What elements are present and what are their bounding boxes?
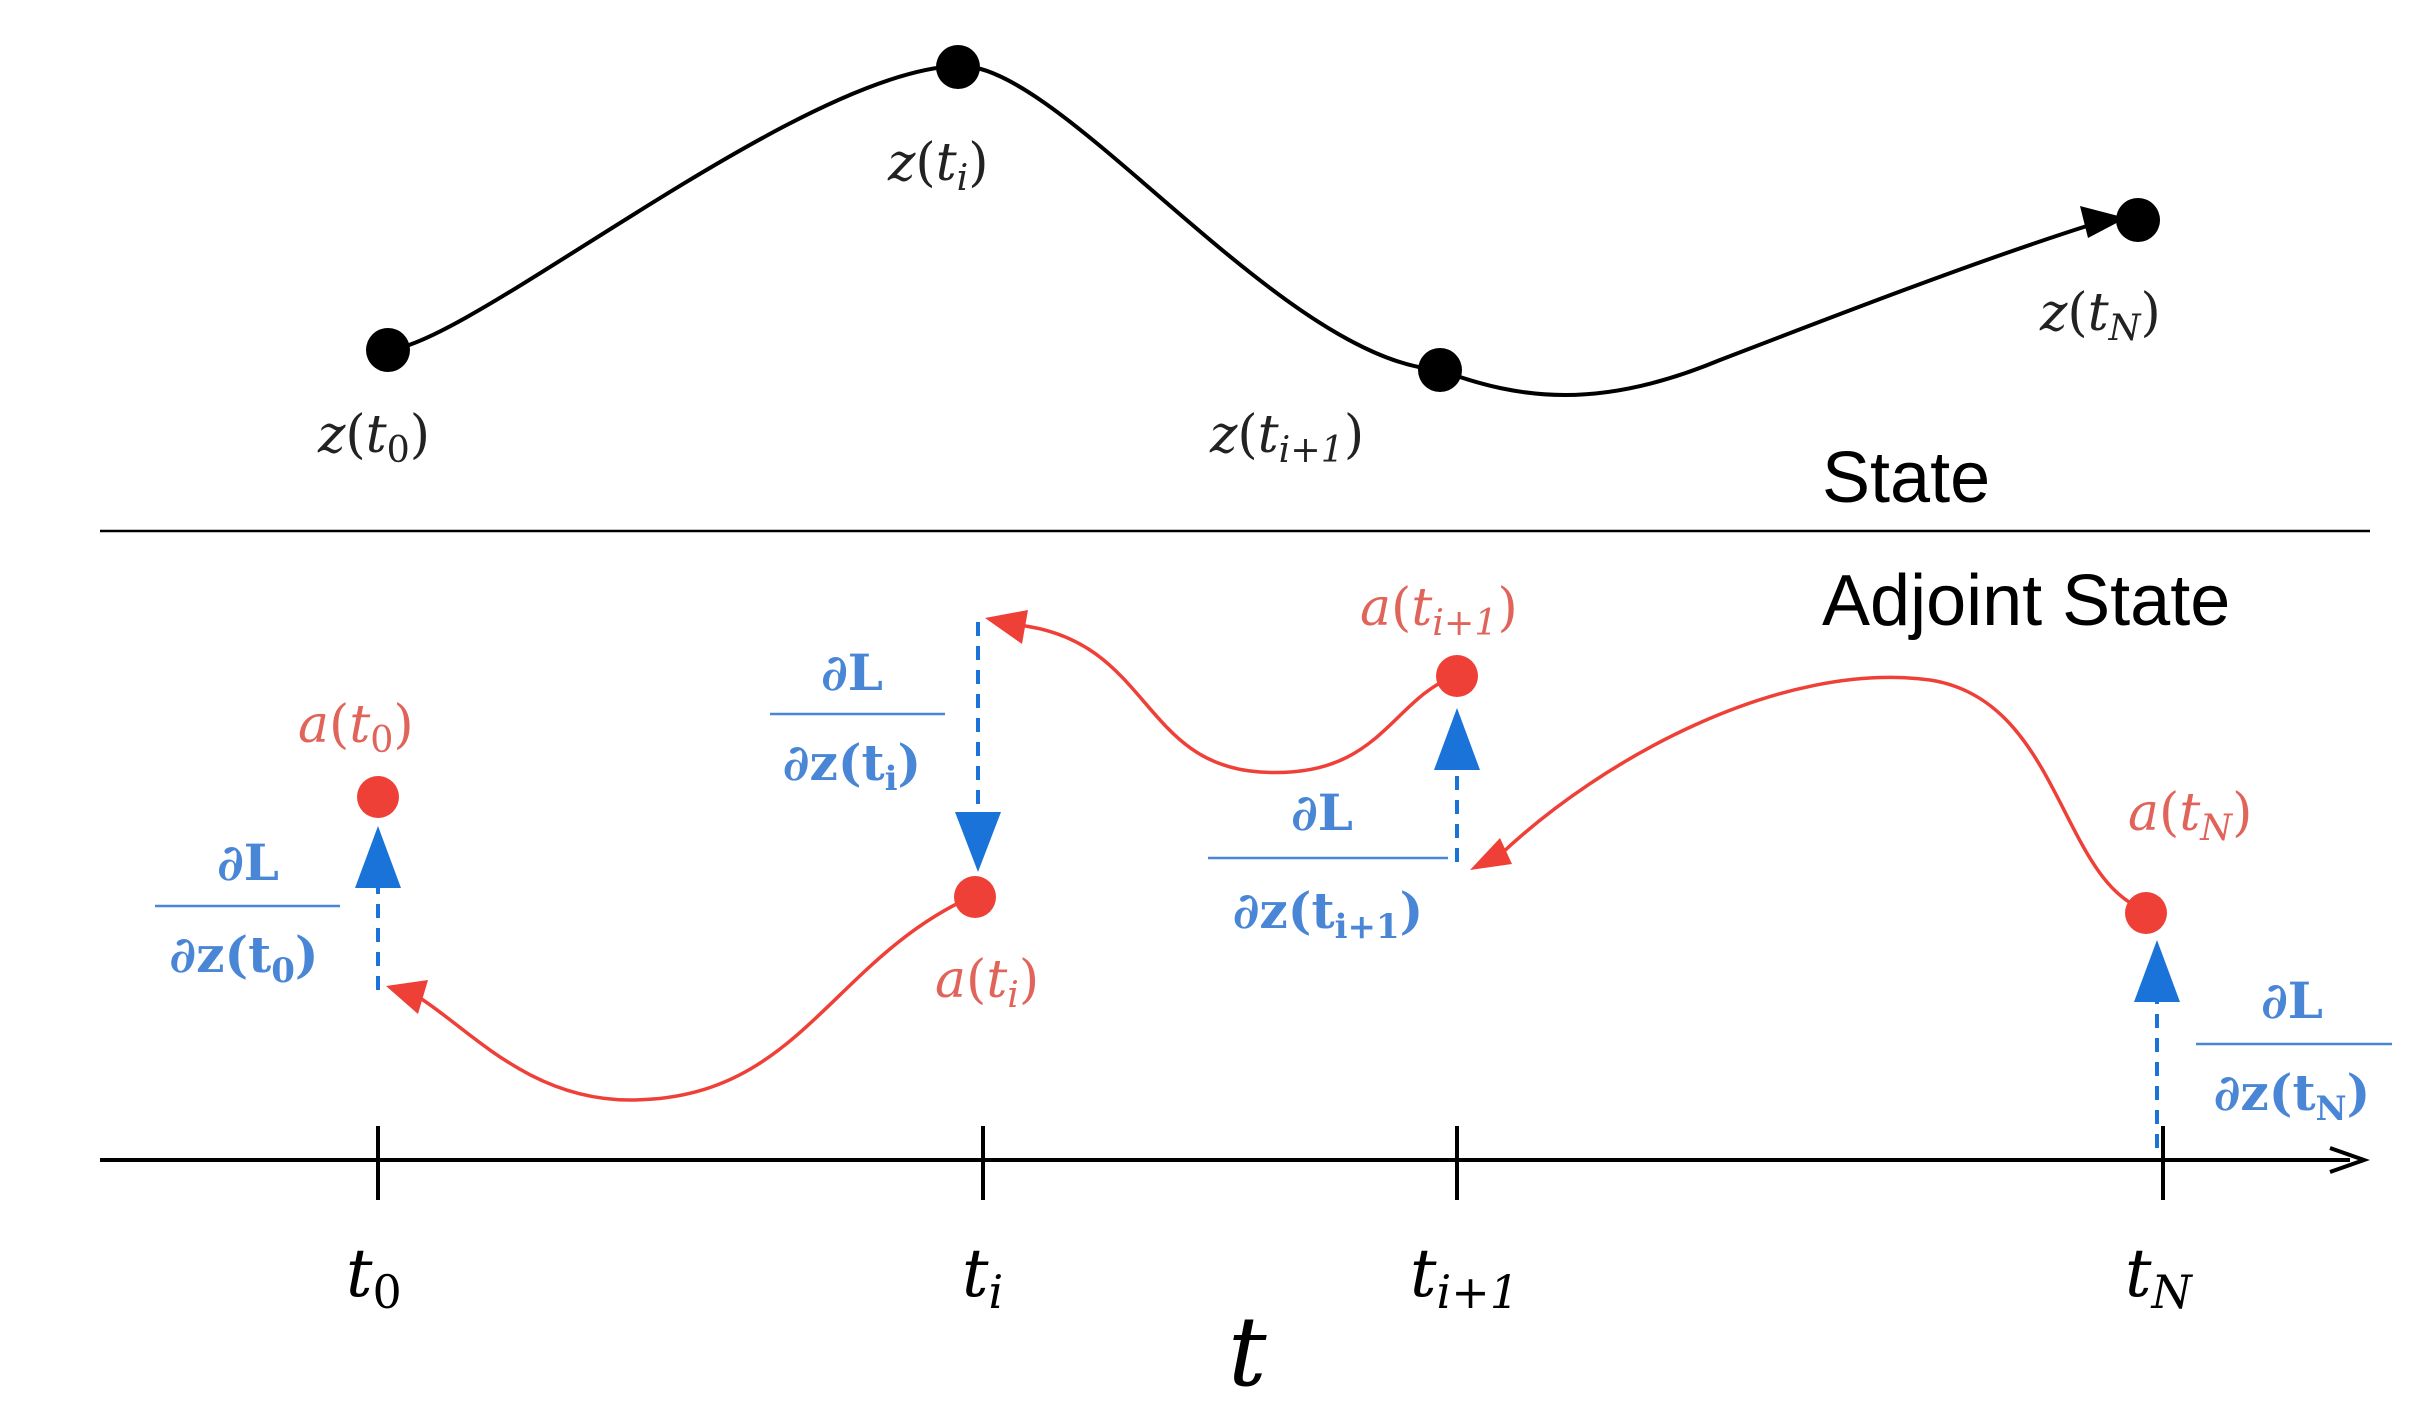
state-point-t0	[366, 328, 410, 372]
adjoint-label-a-tN: a(tN)	[2128, 783, 2252, 849]
adjoint-curve-ti1-to-ti	[1017, 623, 1456, 775]
svg-text:∂L: ∂L	[1291, 783, 1353, 842]
time-axis-label: t	[1228, 1296, 1267, 1404]
time-axis-arrowhead	[2329, 1146, 2371, 1174]
state-point-ti1	[1418, 348, 1462, 392]
state-point-tN	[2116, 198, 2160, 242]
state-point-ti	[936, 45, 980, 89]
adjoint-section: a(t0) a(ti) a(ti+1) a(tN) ∂L ∂z(t0)	[155, 578, 2392, 1148]
svg-text:∂L: ∂L	[821, 643, 883, 702]
adjoint-point-t0	[357, 776, 399, 818]
gradient-label-tN: ∂L ∂z(tN)	[2196, 971, 2392, 1129]
state-section: z(t0) z(ti) z(ti+1) z(tN) State	[317, 45, 2161, 518]
gradient-arrowhead-tN	[2134, 940, 2180, 1002]
adjoint-label-a-ti1: a(ti+1)	[1360, 578, 1518, 644]
adjoint-section-label: Adjoint State	[1822, 561, 2230, 641]
svg-text:∂z(ti): ∂z(ti)	[783, 733, 921, 799]
adjoint-curve-ti-to-t0	[419, 894, 974, 1102]
adjoint-arrowhead-ti1	[1470, 838, 1512, 870]
adjoint-point-tN	[2125, 892, 2167, 934]
gradient-arrowhead-t0	[355, 826, 401, 888]
axis-tick-label-t0: t0	[346, 1235, 402, 1319]
adjoint-point-ti	[954, 876, 996, 918]
state-label-z-tN: z(tN)	[2039, 283, 2161, 349]
state-trajectory	[387, 63, 2091, 397]
svg-text:∂L: ∂L	[2261, 971, 2323, 1030]
axis-tick-label-ti1: ti+1	[1410, 1235, 1519, 1319]
axis-tick-label-tN: tN	[2125, 1235, 2194, 1319]
svg-text:∂z(ti+1): ∂z(ti+1)	[1233, 881, 1424, 947]
adjoint-curve-tN-to-ti1	[1498, 675, 2146, 912]
state-section-label: State	[1822, 438, 1990, 518]
adjoint-point-ti1	[1436, 655, 1478, 697]
adjoint-label-a-t0: a(t0)	[298, 695, 414, 761]
adjoint-arrowhead-ti	[985, 610, 1028, 644]
adjoint-label-a-ti: a(ti)	[935, 950, 1039, 1016]
svg-text:∂z(tN): ∂z(tN)	[2214, 1063, 2371, 1129]
state-label-z-t0: z(t0)	[317, 405, 430, 471]
svg-text:∂z(t0): ∂z(t0)	[169, 925, 318, 991]
gradient-label-t0: ∂L ∂z(t0)	[155, 833, 340, 991]
svg-text:∂L: ∂L	[217, 833, 279, 892]
adjoint-arrowhead-t0	[386, 980, 428, 1014]
state-label-z-ti: z(ti)	[887, 133, 989, 199]
state-arrowhead	[2080, 206, 2126, 238]
gradient-arrowhead-ti1	[1434, 708, 1480, 770]
time-axis: t0 ti ti+1 tN t	[100, 1126, 2371, 1404]
gradient-arrowhead-ti	[955, 812, 1001, 872]
gradient-label-ti: ∂L ∂z(ti)	[770, 643, 945, 799]
axis-tick-label-ti: ti	[962, 1235, 1003, 1319]
state-label-z-ti1: z(ti+1)	[1209, 405, 1364, 471]
gradient-label-ti1: ∂L ∂z(ti+1)	[1208, 783, 1448, 947]
